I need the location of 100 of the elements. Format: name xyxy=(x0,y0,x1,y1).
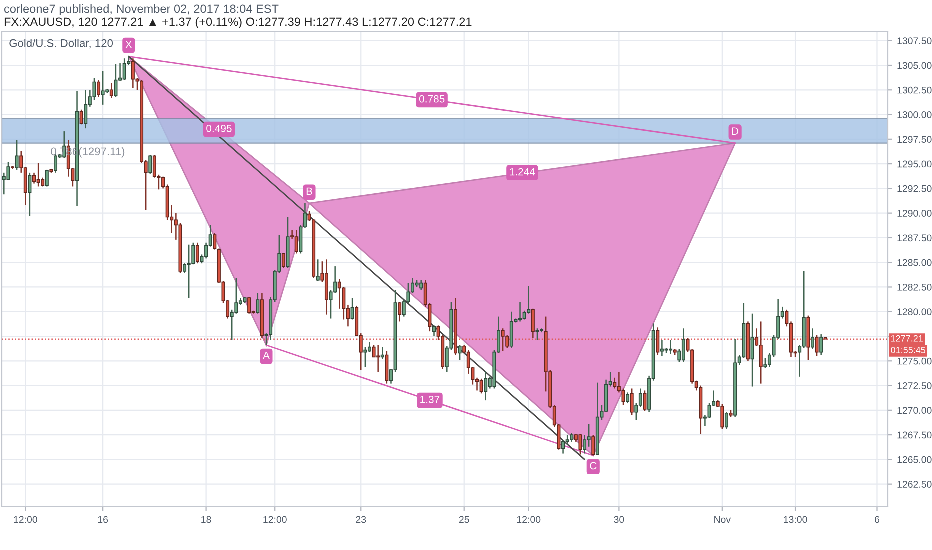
candlestick xyxy=(484,370,488,402)
y-tick-label: 1280.00 xyxy=(898,308,932,316)
y-tick-label: 1275.00 xyxy=(898,358,932,365)
candlestick xyxy=(15,140,19,171)
candlestick xyxy=(380,346,384,360)
candlestick xyxy=(368,342,372,353)
candlestick xyxy=(148,154,152,175)
annotation: A xyxy=(263,352,270,360)
candlestick xyxy=(338,278,342,310)
chart-title: corleone7 published, November 02, 2017 18:04 EST xyxy=(4,4,279,16)
candlestick xyxy=(122,58,126,81)
candlestick xyxy=(183,262,187,274)
candlestick xyxy=(536,328,540,342)
candlestick xyxy=(248,296,252,314)
candlestick xyxy=(724,412,728,430)
candlestick xyxy=(282,253,286,270)
candlestick xyxy=(815,334,819,357)
candlestick xyxy=(114,64,118,98)
y-tick-label: 1295.00 xyxy=(898,160,932,168)
annotation: D xyxy=(732,128,739,135)
x-tick-label: 12:00 xyxy=(517,516,541,524)
y-tick-label: 1282.50 xyxy=(898,284,932,291)
candlestick xyxy=(196,242,200,264)
candlestick xyxy=(750,313,754,388)
y-tick-label: 1262.50 xyxy=(898,481,932,488)
y-tick-label: 1290.00 xyxy=(898,210,932,217)
candlestick xyxy=(316,259,320,282)
candlestick xyxy=(376,344,380,373)
y-tick-label: 1300.00 xyxy=(898,112,932,118)
candlestick xyxy=(501,328,505,352)
x-tick-label: 25 xyxy=(459,516,470,524)
candlestick xyxy=(28,172,32,217)
y-tick-label: 1272.50 xyxy=(898,382,932,390)
candlestick xyxy=(80,109,84,126)
candlestick xyxy=(398,301,402,322)
candlestick xyxy=(480,378,484,394)
x-tick-label: 6 xyxy=(875,516,880,524)
annotation: 0.495 xyxy=(206,124,232,132)
annotation: Gold/U.S. Dollar, 120 xyxy=(10,39,114,49)
candlestick xyxy=(578,433,582,456)
candlestick xyxy=(764,358,768,369)
candlestick xyxy=(36,162,40,188)
candlestick xyxy=(45,169,49,188)
chart-subtitle: FX:XAUUSD, 120 1277.21 ▲ +1.37 (+0.11%) O:1277.39 H:1277.43 L:1277.20 C:1277.21 xyxy=(4,18,472,28)
candlestick xyxy=(84,90,88,130)
candlestick xyxy=(583,434,587,454)
x-tick-label: 13:00 xyxy=(784,516,808,524)
candlestick xyxy=(759,321,763,384)
annotation: 1.37 xyxy=(420,396,440,404)
y-tick-label: 1285.00 xyxy=(898,259,932,266)
candlestick xyxy=(720,404,724,430)
text: 01:55:45 xyxy=(891,347,926,354)
candlestick xyxy=(131,58,135,89)
candlestick xyxy=(420,280,424,291)
candlestick xyxy=(592,434,596,456)
candlestick xyxy=(152,154,156,178)
candlestick xyxy=(432,325,436,338)
ref-line-label: 1277.21 xyxy=(891,335,923,342)
x-tick-label: 16 xyxy=(98,516,108,524)
candlestick xyxy=(234,278,238,314)
candlestick xyxy=(669,340,673,355)
y-tick-label: 1305.00 xyxy=(898,62,932,70)
candlestick xyxy=(630,388,634,416)
y-tick-label: 1292.50 xyxy=(898,185,932,192)
x-tick-label: 18 xyxy=(202,516,212,524)
annotation: X xyxy=(126,41,132,48)
candlestick xyxy=(213,232,217,250)
candlestick xyxy=(101,70,105,106)
candlestick xyxy=(682,328,686,363)
y-tick-label: 1267.50 xyxy=(898,432,932,439)
candlestick xyxy=(562,439,566,454)
candlestick xyxy=(256,292,260,314)
y-tick-label: 1307.50 xyxy=(898,38,932,44)
candlestick xyxy=(820,334,824,356)
candlestick xyxy=(810,328,814,350)
candlestick xyxy=(364,346,368,368)
candlestick xyxy=(660,340,664,357)
candlestick xyxy=(531,308,535,340)
x-tick-label: 23 xyxy=(356,516,366,524)
candlestick xyxy=(656,327,660,356)
x-tick-label: 12:00 xyxy=(14,516,38,524)
x-tick-label: Nov xyxy=(714,516,732,524)
candlestick xyxy=(110,82,114,99)
candlestick xyxy=(294,229,298,254)
y-tick-label: 1265.00 xyxy=(898,456,932,464)
y-tick-label: 1270.00 xyxy=(898,407,932,414)
candlestick xyxy=(97,80,101,98)
annotation: 1.244 xyxy=(510,168,536,176)
candlestick xyxy=(192,242,196,266)
candlestick xyxy=(458,344,462,361)
x-tick-label: 30 xyxy=(614,516,624,524)
candlestick xyxy=(626,392,630,404)
candlestick xyxy=(350,297,354,320)
annotation: 0.785 xyxy=(419,95,445,103)
candlestick xyxy=(32,172,36,184)
candlestick xyxy=(643,390,647,412)
candlestick xyxy=(587,424,591,448)
candlestick xyxy=(187,244,191,299)
annotation: C xyxy=(590,462,597,470)
y-tick-label: 1287.50 xyxy=(898,234,932,242)
